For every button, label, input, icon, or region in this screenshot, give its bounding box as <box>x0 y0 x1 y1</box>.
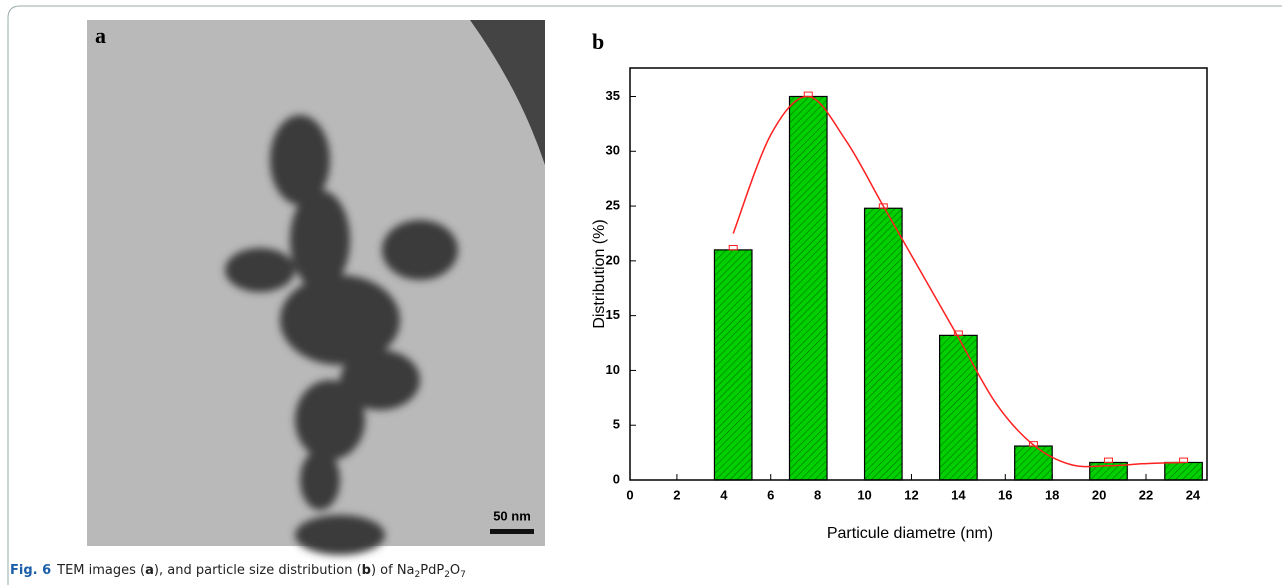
bar-hatch <box>788 95 828 481</box>
y-tick-label: 5 <box>613 417 620 432</box>
bar-hatch <box>713 249 753 481</box>
bar-hatch <box>1164 461 1203 481</box>
panel-label: b <box>592 29 604 54</box>
error-bar <box>878 203 888 209</box>
error-bar <box>1103 457 1113 463</box>
bar-hatch <box>1014 445 1053 481</box>
y-tick-label: 20 <box>606 252 620 267</box>
x-tick-label: 16 <box>998 487 1012 502</box>
scale-bar-label: 50 nm <box>493 508 531 523</box>
y-tick-label: 25 <box>606 198 620 213</box>
bar-hatch <box>863 207 903 481</box>
x-tick-label: 6 <box>767 487 774 502</box>
y-tick-label: 35 <box>606 88 620 103</box>
x-tick-label: 2 <box>673 487 680 502</box>
y-tick-label: 30 <box>606 143 620 158</box>
x-tick-label: 18 <box>1045 487 1059 502</box>
fit-line <box>732 95 1184 468</box>
bar-hatch <box>939 334 978 481</box>
tem-image <box>87 20 545 555</box>
caption: Fig. 6 TEM images (a), and particle size … <box>10 563 466 580</box>
x-tick-label: 0 <box>626 487 633 502</box>
x-tick-label: 12 <box>904 487 918 502</box>
x-tick-label: 22 <box>1139 487 1153 502</box>
x-axis-label: Particule diametre (nm) <box>827 525 993 542</box>
error-bar <box>1028 441 1038 447</box>
x-tick-label: 24 <box>1186 487 1201 502</box>
y-tick-label: 10 <box>606 362 620 377</box>
x-tick-label: 8 <box>814 487 821 502</box>
y-tick-label: 15 <box>606 307 620 322</box>
x-tick-label: 14 <box>951 487 966 502</box>
error-bar <box>953 330 963 336</box>
y-tick-label: 0 <box>613 471 620 486</box>
x-tick-label: 4 <box>720 487 728 502</box>
x-tick-label: 10 <box>857 487 871 502</box>
y-axis-label: Distribution (%) <box>591 219 608 328</box>
x-tick-label: 20 <box>1092 487 1106 502</box>
panel-label: a <box>95 23 106 48</box>
plot-frame <box>629 67 1208 481</box>
frame <box>7 5 1282 585</box>
error-bar <box>728 245 738 251</box>
